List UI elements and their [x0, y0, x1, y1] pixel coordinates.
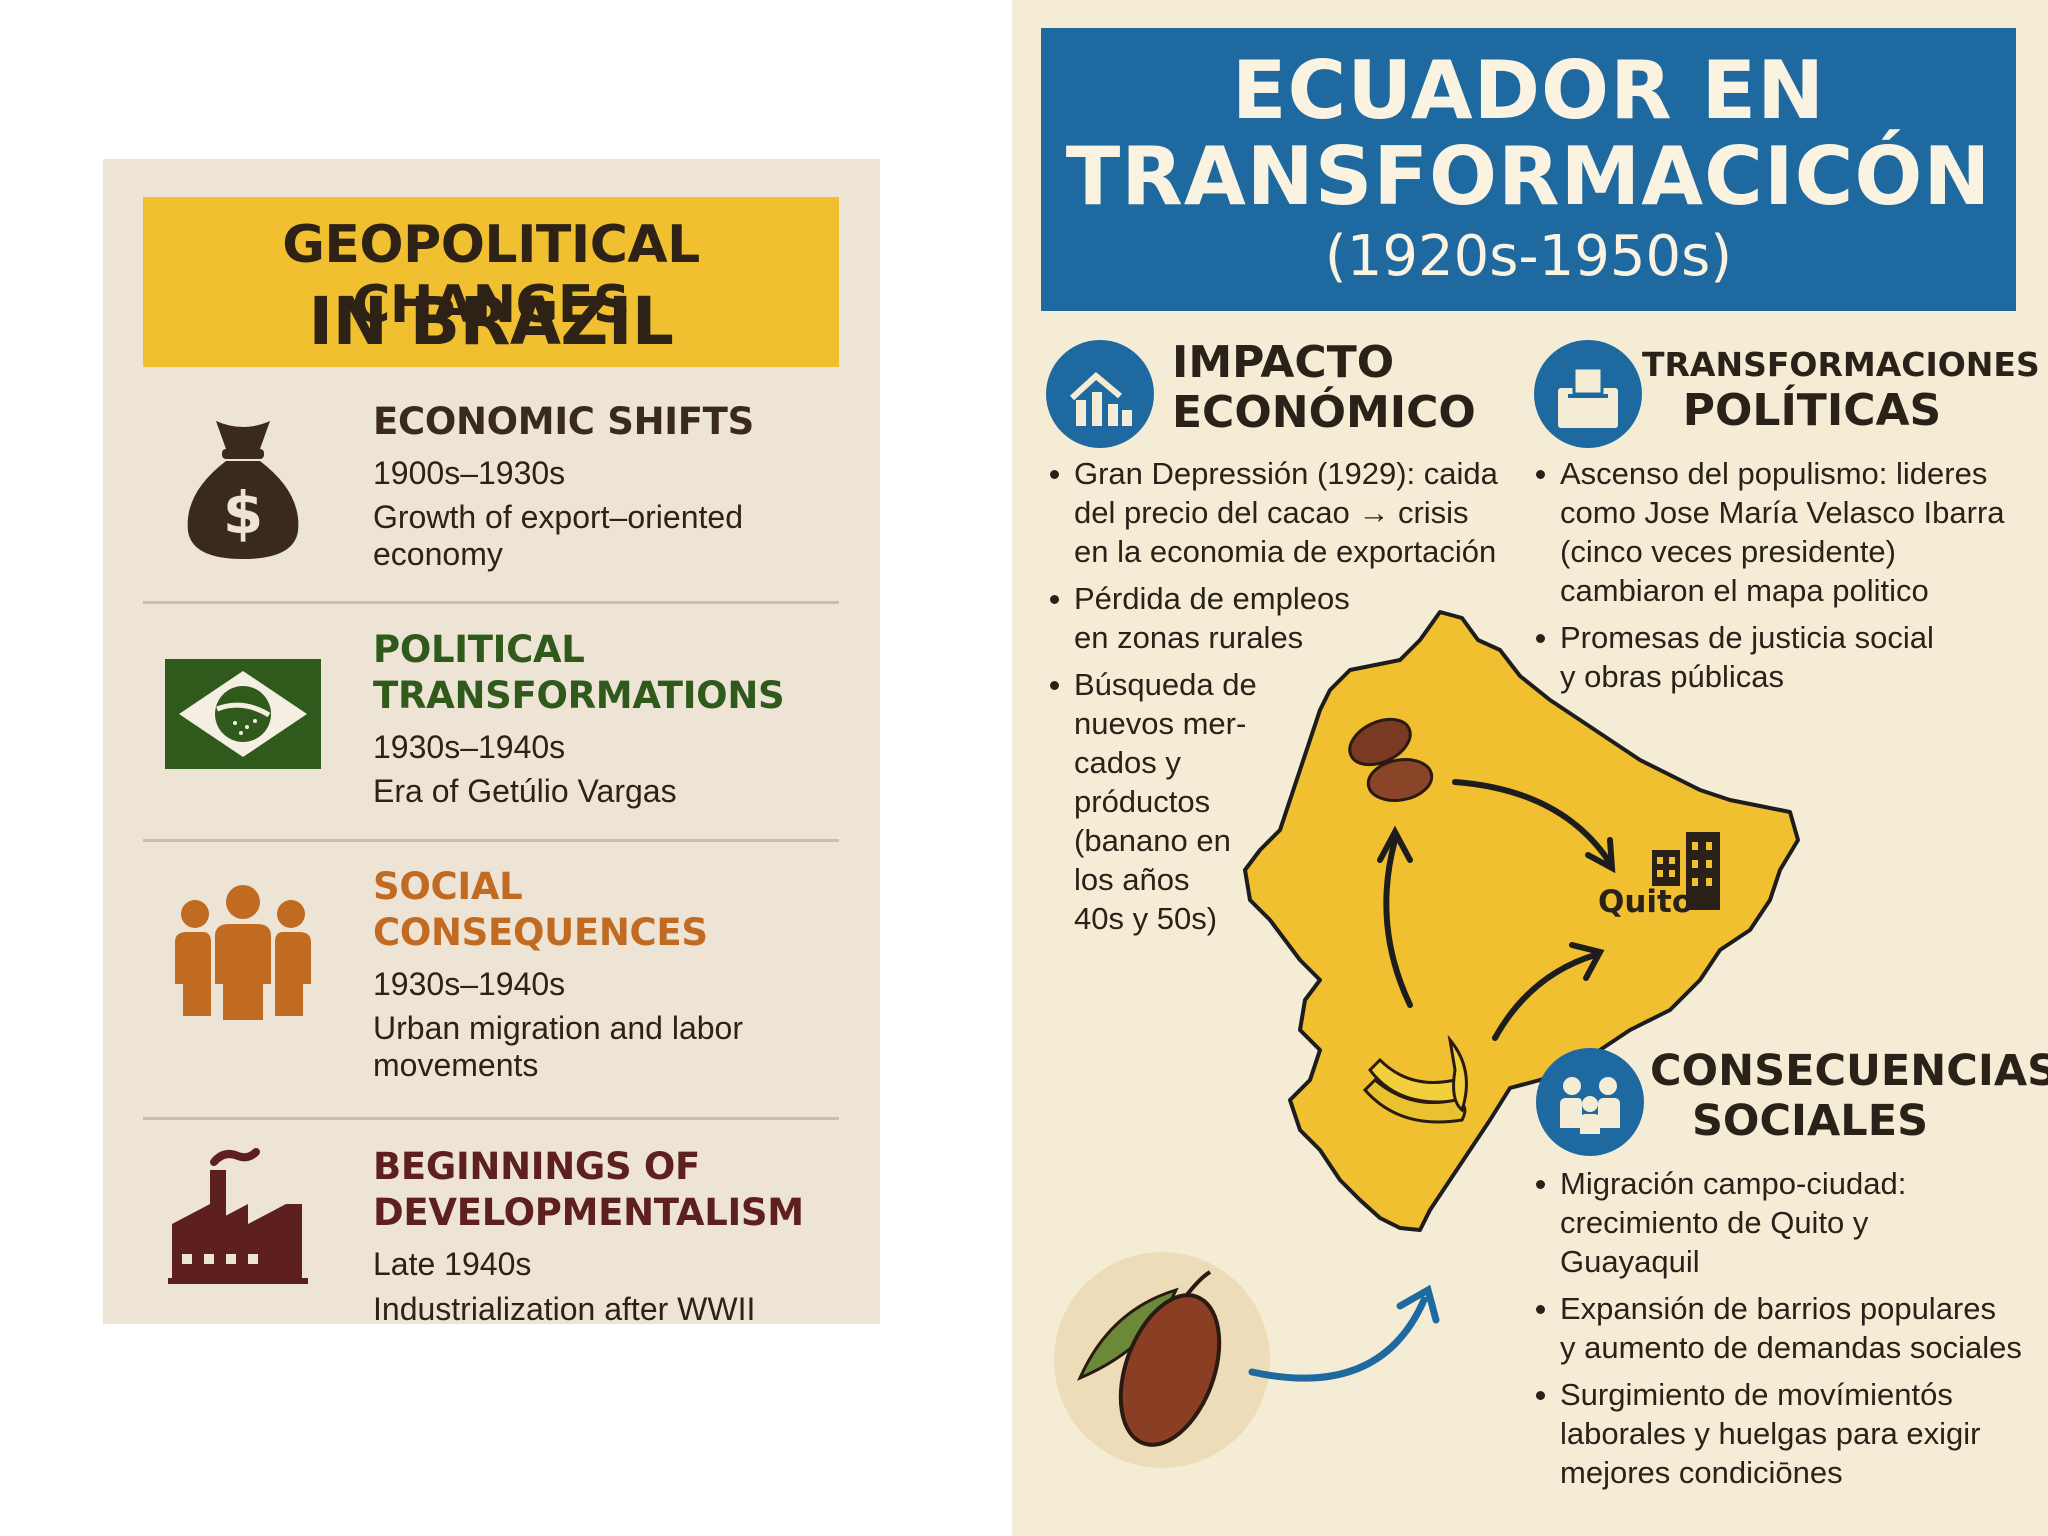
social-title-line1: SOCIAL [373, 865, 523, 908]
bullet-line: Migración campo-ciudad: [1560, 1166, 1907, 1201]
political-transformations-section: POLITICAL TRANSFORMATIONS 1930s–1940s Er… [143, 627, 839, 809]
bullet-item: Ascenso del populismo: lideres como Jose … [1534, 454, 2014, 610]
developmentalism-desc: Industrialization after WWII [373, 1291, 756, 1324]
factory-icon [168, 1148, 308, 1284]
bullet-line: laborales y huelgas para exigir [1560, 1416, 1981, 1451]
economic-shifts-section: $ ECONOMIC SHIFTS 1900s–1930s Growth of … [143, 399, 839, 759]
bullet-line: en zonas rurales [1074, 620, 1304, 655]
brazil-title-line2: IN BRAZIL [308, 283, 674, 360]
economic-title-line2: ECONÓMICO [1172, 387, 1476, 438]
bullet-line: Gran Depressión (1929): caida [1074, 456, 1498, 491]
developmentalism-period: Late 1940s [373, 1246, 532, 1282]
bullet-line: Búsqueda de [1074, 667, 1257, 702]
bullet-line: Ascenso del populismo: lideres [1560, 456, 1988, 491]
developmentalism-section: BEGINNINGS OF DEVELOPMENTALISM Late 1940… [143, 1144, 839, 1324]
brazil-flag-icon [165, 659, 321, 769]
political-section-title: TRANSFORMACIONES POLÍTICAS [1642, 344, 2040, 436]
social-title-line1: CONSECUENCIAS [1650, 1046, 2048, 1096]
social-title-line2: SOCIALES [1691, 1096, 1929, 1146]
ballot-box-icon [1534, 340, 1642, 448]
bullet-line: 40s y 50s) [1074, 901, 1218, 936]
divider [143, 1117, 839, 1120]
family-icon [1536, 1048, 1644, 1156]
bullet-item: Pérdida de empleos en zonas rurales [1048, 579, 1508, 657]
ecuador-title-years: (1920s-1950s) [1324, 224, 1733, 289]
bullet-line: mejores condiciōnes [1560, 1455, 1843, 1490]
social-consequences-desc-line2: movements [373, 1047, 539, 1083]
economic-shifts-desc-line2: economy [373, 536, 503, 572]
bullet-line: en la economia de exportación [1074, 534, 1497, 569]
social-consequences-period: 1930s–1940s [373, 966, 566, 1002]
economic-section-title: IMPACTO ECONÓMICO [1172, 338, 1476, 438]
brazil-infographic: GEOPOLITICAL CHANGES IN BRAZIL $ ECONOMI… [103, 159, 880, 1324]
bullet-item: Promesas de justicia social y obras públi… [1534, 618, 2014, 696]
bullet-line: Pérdida de empleos [1074, 581, 1350, 616]
svg-text:$: $ [223, 479, 263, 547]
developmentalism-title: BEGINNINGS OF DEVELOPMENTALISM [373, 1144, 804, 1236]
bullet-line: próductos [1074, 784, 1211, 819]
developmentalism-title-line1: BEGINNINGS OF [373, 1145, 701, 1188]
bullet-line: y aumento de demandas sociales [1560, 1330, 2022, 1365]
political-title-line2: TRANSFORMATIONS [373, 674, 785, 717]
political-title-line1: POLITICAL [373, 628, 585, 671]
political-transformations-title: POLITICAL TRANSFORMATIONS [373, 627, 785, 719]
divider [143, 601, 839, 604]
brazil-title-line1: GEOPOLITICAL CHANGES [282, 215, 700, 335]
political-transformations-desc: Era of Getúlio Vargas [373, 773, 677, 809]
quito-map-label: Quito [1598, 884, 1694, 920]
economic-shifts-title: ECONOMIC SHIFTS [373, 399, 754, 445]
social-consequences-desc-line1: Urban migration and labor [373, 1010, 743, 1046]
economic-shifts-desc-line1: Growth of export–oriented [373, 499, 743, 535]
bullet-line: nuevos mer- [1074, 706, 1247, 741]
bullet-item: Surgimiento de movímientós laborales y hu… [1534, 1375, 2034, 1492]
bullet-item: Búsqueda de nuevos mer-cados y próductos (b… [1048, 665, 1508, 938]
economic-shifts-title-text: ECONOMIC SHIFTS [373, 400, 754, 443]
political-title-line2: POLÍTICAS [1682, 385, 1942, 436]
political-title-line1: TRANSFORMACIONES [1642, 345, 2040, 384]
bullet-line: Surgimiento de movímientós [1560, 1377, 1953, 1412]
ecuador-title-banner: ECUADOR EN TRANSFORMACICÓN (1920s-1950s) [1041, 28, 2016, 311]
bullet-item: Expansión de barrios populares y aumento … [1534, 1289, 2034, 1367]
bullet-line: crecimiento de Quito y [1560, 1205, 1869, 1240]
bullet-line: del precio del cacao → crisis [1074, 495, 1469, 530]
political-transformations-period: 1930s–1940s [373, 729, 566, 765]
bullet-line: (cinco veces presidente) [1560, 534, 1896, 569]
money-bag-icon: $ [187, 421, 299, 559]
social-consequences-section: SOCIAL CONSEQUENCES 1930s–1940s Urban mi… [143, 864, 839, 1083]
bullet-line: Expansión de barrios populares [1560, 1291, 1996, 1326]
economy-chart-icon [1046, 340, 1154, 448]
social-consequences-title: SOCIAL CONSEQUENCES [373, 864, 708, 956]
bullet-line: (banano en [1074, 823, 1231, 858]
brazil-title-banner: GEOPOLITICAL CHANGES IN BRAZIL [143, 197, 839, 367]
bullet-line: Guayaquil [1560, 1244, 1700, 1279]
bullet-item: Migración campo-ciudad: crecimiento de Qu… [1534, 1164, 2034, 1281]
ecuador-title-line1: ECUADOR EN [1231, 44, 1826, 137]
developmentalism-title-line2: DEVELOPMENTALISM [373, 1191, 804, 1234]
political-bullet-list: Ascenso del populismo: lideres como Jose … [1534, 454, 2014, 704]
social-title-line2: CONSEQUENCES [373, 911, 708, 954]
bullet-line: Promesas de justicia social [1560, 620, 1934, 655]
people-group-icon [175, 885, 311, 1020]
bullet-item: Gran Depressión (1929): caida del precio … [1048, 454, 1508, 571]
ecuador-title-line2: TRANSFORMACICÓN [1065, 130, 1992, 223]
divider [143, 839, 839, 842]
bullet-line: cambiaron el mapa politico [1560, 573, 1929, 608]
bullet-line: y obras públicas [1560, 659, 1785, 694]
bullet-line: como Jose María Velasco Ibarra [1560, 495, 2005, 530]
bullet-line: los años [1074, 862, 1190, 897]
social-bullet-list: Migración campo-ciudad: crecimiento de Qu… [1534, 1164, 2034, 1500]
economic-bullet-list: Gran Depressión (1929): caida del precio … [1048, 454, 1508, 946]
economic-title-line1: IMPACTO [1172, 337, 1395, 388]
bullet-line: cados y [1074, 745, 1181, 780]
social-section-title: CONSECUENCIAS SOCIALES [1650, 1046, 2048, 1146]
economic-shifts-period: 1900s–1930s [373, 455, 566, 491]
